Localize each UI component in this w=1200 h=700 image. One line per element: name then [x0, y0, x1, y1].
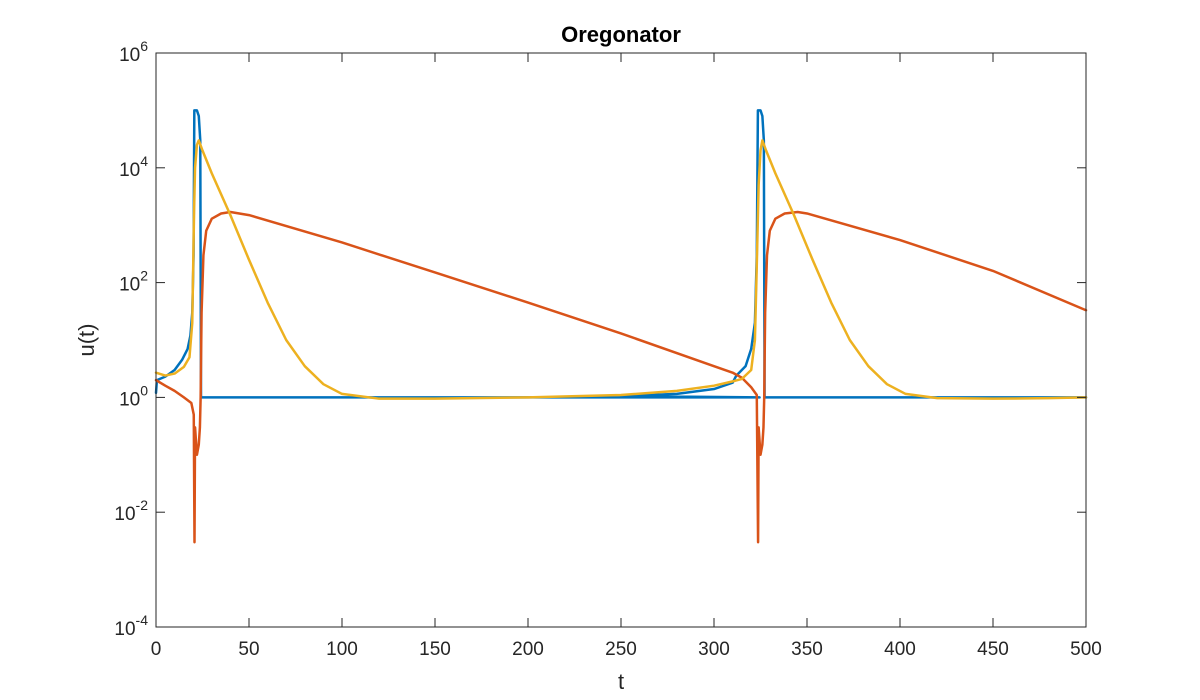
x-tick-label: 0 [151, 639, 162, 660]
x-tick-label: 150 [419, 639, 451, 660]
series-line-3 [154, 139, 1088, 400]
x-tick-label: 250 [605, 639, 637, 660]
y-tick-exponent: 0 [140, 382, 148, 398]
x-tick-label: 50 [238, 639, 259, 660]
x-tick-label: 450 [977, 639, 1009, 660]
x-tick-label: 400 [884, 639, 916, 660]
y-tick-base: 10 [119, 160, 140, 181]
y-tick-base: 10 [119, 389, 140, 410]
y-tick-exponent: -2 [136, 497, 149, 513]
chart-title: Oregonator [561, 22, 681, 47]
tick-layer: 0 50 100 150 200 250 300 350 400 450 50010-410-210… [114, 38, 1101, 660]
y-tick-base: 10 [114, 619, 135, 640]
y-axis-label: u(t) [74, 324, 99, 357]
y-tick-label: 10-4 [114, 612, 148, 640]
x-tick-label: 200 [512, 639, 544, 660]
y-tick-label: 102 [119, 268, 148, 296]
y-tick-label: 104 [119, 153, 148, 181]
y-tick-exponent: -4 [136, 612, 149, 628]
y-tick-exponent: 4 [140, 153, 148, 169]
x-axis-label: t [618, 669, 624, 694]
series-line-2 [154, 210, 1088, 544]
y-tick-label: 100 [119, 382, 148, 410]
y-tick-exponent: 6 [140, 38, 148, 54]
y-tick-label: 10-2 [114, 497, 148, 525]
plot-area [156, 53, 1086, 627]
y-tick-base: 10 [119, 275, 140, 296]
x-tick-label: 350 [791, 639, 823, 660]
x-tick-label: 500 [1070, 639, 1102, 660]
y-tick-exponent: 2 [140, 268, 148, 284]
series-layer [154, 109, 1088, 544]
x-tick-label: 300 [698, 639, 730, 660]
y-tick-base: 10 [119, 45, 140, 66]
y-tick-base: 10 [114, 504, 135, 525]
x-tick-label: 100 [326, 639, 358, 660]
y-tick-label: 106 [119, 38, 148, 66]
